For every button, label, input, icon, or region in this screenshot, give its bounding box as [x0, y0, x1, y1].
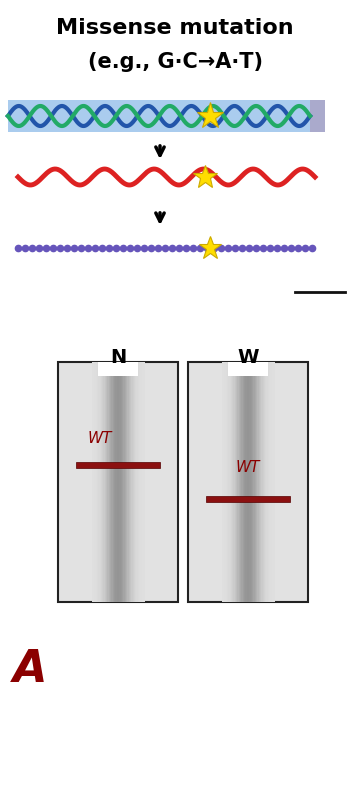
Bar [224, 362, 226, 602]
Bar [271, 362, 272, 602]
Bar [256, 362, 258, 602]
Bar [248, 362, 250, 602]
Bar [117, 362, 118, 602]
Text: W: W [237, 348, 259, 367]
Text: A: A [13, 648, 47, 691]
Bar [237, 362, 239, 602]
Text: N: N [110, 348, 126, 367]
Bar [136, 362, 138, 602]
Bar [228, 362, 268, 376]
Bar [236, 362, 238, 602]
Bar [225, 362, 227, 602]
Text: WT: WT [88, 431, 112, 446]
Bar [272, 362, 273, 602]
Bar [106, 362, 108, 602]
Bar [127, 362, 129, 602]
Bar [269, 362, 271, 602]
Bar [123, 362, 125, 602]
Bar [266, 362, 268, 602]
Bar [235, 362, 236, 602]
Bar [131, 362, 133, 602]
Bar [254, 362, 256, 602]
Bar [243, 362, 244, 602]
Bar [259, 362, 260, 602]
Bar [93, 362, 94, 602]
Bar [143, 362, 145, 602]
Text: (e.g., G·C→A·T): (e.g., G·C→A·T) [88, 52, 262, 72]
Bar [222, 362, 223, 602]
Bar [265, 362, 267, 602]
Bar [126, 362, 127, 602]
Bar [268, 362, 270, 602]
Bar [125, 362, 126, 602]
Bar [76, 462, 160, 468]
Bar [261, 362, 263, 602]
Bar [134, 362, 135, 602]
Bar [231, 362, 232, 602]
Bar [135, 362, 137, 602]
Bar [98, 362, 138, 376]
Bar [257, 362, 259, 602]
Bar [138, 362, 139, 602]
Bar [107, 362, 109, 602]
Bar [142, 362, 143, 602]
Bar [98, 362, 100, 602]
Bar [122, 362, 124, 602]
Bar [264, 362, 265, 602]
Text: WT: WT [236, 460, 260, 475]
Bar [92, 362, 93, 602]
Bar [139, 362, 141, 602]
Bar [273, 362, 275, 602]
Bar [232, 362, 234, 602]
Bar [119, 362, 121, 602]
Bar [249, 362, 251, 602]
Bar [8, 100, 310, 132]
Bar [252, 362, 254, 602]
Text: Missense mutation: Missense mutation [56, 18, 294, 38]
Bar [121, 362, 122, 602]
Bar [113, 362, 114, 602]
Bar [239, 362, 240, 602]
Bar [140, 362, 142, 602]
Bar [101, 362, 103, 602]
Bar [94, 362, 96, 602]
Bar [102, 362, 104, 602]
Bar [114, 362, 116, 602]
Bar [310, 100, 325, 132]
Bar [133, 362, 134, 602]
Bar [223, 362, 225, 602]
Bar [99, 362, 101, 602]
Bar [206, 495, 290, 502]
Bar [240, 362, 242, 602]
Bar [245, 362, 247, 602]
Bar [105, 362, 106, 602]
Bar [233, 362, 235, 602]
Bar [118, 362, 120, 602]
Bar [244, 362, 246, 602]
Bar [227, 362, 229, 602]
Bar [58, 362, 178, 602]
Bar [241, 362, 243, 602]
Bar [109, 362, 110, 602]
Bar [247, 362, 248, 602]
Bar [251, 362, 252, 602]
Bar [96, 362, 97, 602]
Bar [228, 362, 230, 602]
Bar [110, 362, 112, 602]
Bar [130, 362, 132, 602]
Bar [104, 362, 105, 602]
Bar [128, 362, 130, 602]
Bar [111, 362, 113, 602]
Bar [188, 362, 308, 602]
Bar [97, 362, 98, 602]
Bar [262, 362, 264, 602]
Bar [253, 362, 255, 602]
Bar [230, 362, 231, 602]
Bar [116, 362, 117, 602]
Bar [260, 362, 261, 602]
